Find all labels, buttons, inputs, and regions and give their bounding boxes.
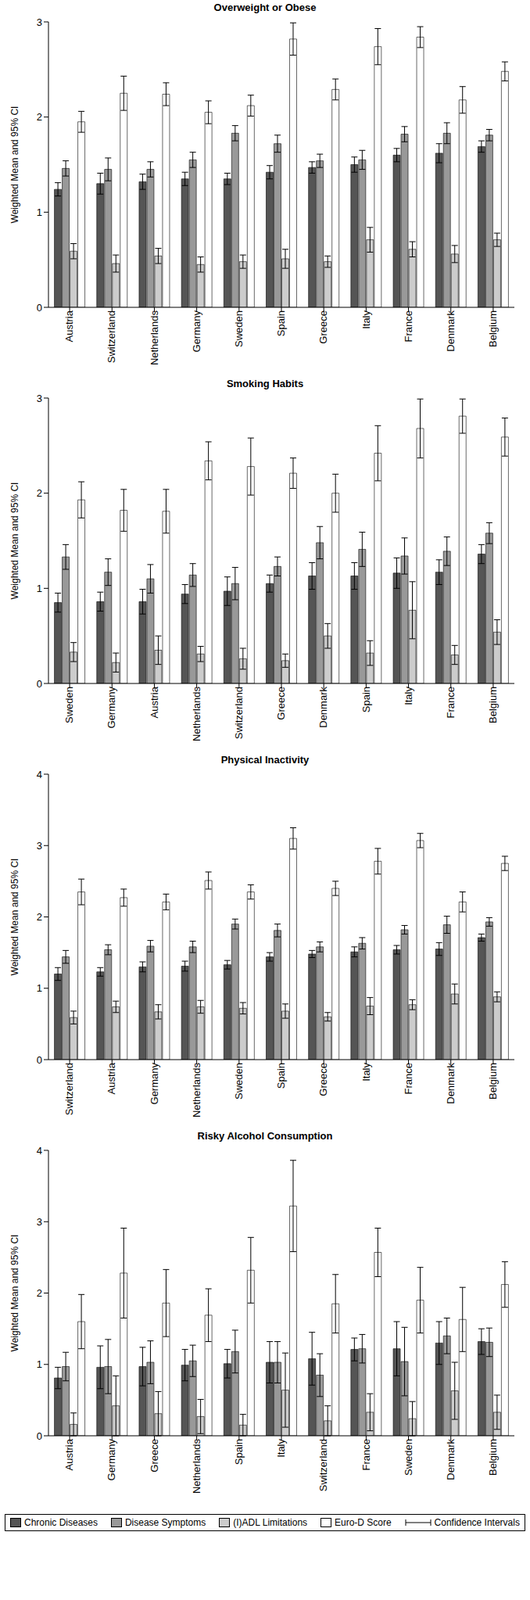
- svg-text:3: 3: [36, 839, 43, 852]
- svg-text:1: 1: [36, 1357, 43, 1370]
- svg-text:Sweden: Sweden: [232, 1062, 245, 1100]
- svg-text:0: 0: [36, 1053, 43, 1066]
- svg-text:4: 4: [36, 1144, 43, 1157]
- html-text:Smoking Habits: Smoking Habits: [226, 377, 304, 390]
- svg-text:Spain: Spain: [360, 686, 373, 713]
- svg-text:Germany: Germany: [106, 686, 119, 729]
- svg-text:Austria: Austria: [148, 685, 161, 718]
- svg-text:2: 2: [36, 910, 43, 923]
- svg-text:Belgium: Belgium: [487, 1062, 499, 1100]
- html-text:Physical Inactivity: Physical Inactivity: [220, 753, 310, 766]
- svg-text:Switzerland: Switzerland: [317, 1438, 330, 1491]
- svg-text:Spain: Spain: [275, 1062, 287, 1089]
- svg-text:1: 1: [36, 206, 43, 219]
- svg-text:Netherlands: Netherlands: [190, 686, 203, 742]
- html-text:Overweight or Obese: Overweight or Obese: [213, 1, 317, 14]
- svg-text:France: France: [360, 1438, 373, 1470]
- html-text:Chronic Diseases: Chronic Diseases: [24, 1516, 98, 1528]
- html-text:Disease Symptoms: Disease Symptoms: [124, 1516, 206, 1528]
- svg-text:Belgium: Belgium: [487, 686, 499, 724]
- svg-text:Denmark: Denmark: [444, 1438, 457, 1480]
- svg-text:Weighted Mean and 95% CI: Weighted Mean and 95% CI: [9, 482, 21, 600]
- html-text:Risky Alcohol Consumption: Risky Alcohol Consumption: [197, 1129, 333, 1142]
- svg-text:Sweden: Sweden: [232, 310, 245, 348]
- svg-text:Spain: Spain: [275, 310, 287, 337]
- svg-text:2: 2: [36, 487, 43, 499]
- svg-text:2: 2: [36, 111, 43, 123]
- svg-text:Greece: Greece: [275, 686, 287, 720]
- svg-text:France: France: [402, 310, 415, 342]
- svg-text:Netherlands: Netherlands: [190, 1438, 203, 1494]
- svg-text:Denmark: Denmark: [444, 310, 457, 352]
- svg-text:1: 1: [36, 582, 43, 595]
- svg-text:3: 3: [36, 392, 43, 405]
- svg-text:Switzerland: Switzerland: [63, 1062, 76, 1115]
- svg-text:0: 0: [36, 301, 43, 314]
- svg-text:Spain: Spain: [232, 1438, 245, 1465]
- svg-text:Italy: Italy: [402, 686, 415, 706]
- svg-text:Belgium: Belgium: [487, 1438, 499, 1476]
- svg-text:Italy: Italy: [360, 1062, 373, 1082]
- svg-text:Austria: Austria: [63, 1437, 76, 1470]
- svg-text:France: France: [444, 686, 457, 718]
- svg-text:0: 0: [36, 1429, 43, 1442]
- svg-text:4: 4: [36, 768, 43, 781]
- svg-text:Austria: Austria: [63, 309, 76, 342]
- svg-text:Germany: Germany: [106, 1438, 119, 1481]
- svg-text:Weighted Mean and 95% CI: Weighted Mean and 95% CI: [9, 858, 21, 976]
- svg-text:Netherlands: Netherlands: [148, 310, 161, 366]
- svg-text:France: France: [402, 1062, 415, 1094]
- svg-text:Italy: Italy: [360, 310, 373, 330]
- svg-text:Italy: Italy: [275, 1438, 287, 1458]
- svg-text:Austria: Austria: [106, 1061, 119, 1094]
- svg-text:Weighted Mean and 95% CI: Weighted Mean and 95% CI: [9, 106, 21, 224]
- svg-text:Switzerland: Switzerland: [106, 310, 119, 363]
- html-text:(I)ADL Limitations: (I)ADL Limitations: [233, 1516, 308, 1528]
- svg-text:Greece: Greece: [148, 1438, 161, 1472]
- svg-text:3: 3: [36, 16, 43, 29]
- svg-text:Greece: Greece: [317, 310, 330, 344]
- svg-text:3: 3: [36, 1215, 43, 1228]
- svg-text:Switzerland: Switzerland: [232, 686, 245, 739]
- svg-text:Denmark: Denmark: [317, 686, 330, 728]
- svg-text:2: 2: [36, 1286, 43, 1299]
- svg-text:Netherlands: Netherlands: [190, 1062, 203, 1118]
- svg-text:Germany: Germany: [190, 310, 203, 353]
- svg-text:Belgium: Belgium: [487, 310, 499, 348]
- svg-text:1: 1: [36, 981, 43, 994]
- svg-text:0: 0: [36, 677, 43, 690]
- html-text:Euro-D Score: Euro-D Score: [334, 1516, 392, 1528]
- svg-text:Sweden: Sweden: [402, 1438, 415, 1476]
- svg-text:Germany: Germany: [148, 1062, 161, 1105]
- svg-text:Sweden: Sweden: [63, 686, 76, 724]
- svg-text:Greece: Greece: [317, 1062, 330, 1096]
- svg-text:Weighted Mean and 95% CI: Weighted Mean and 95% CI: [9, 1234, 21, 1352]
- html-text:Confidence Intervals: Confidence Intervals: [434, 1516, 520, 1528]
- svg-text:Denmark: Denmark: [444, 1062, 457, 1104]
